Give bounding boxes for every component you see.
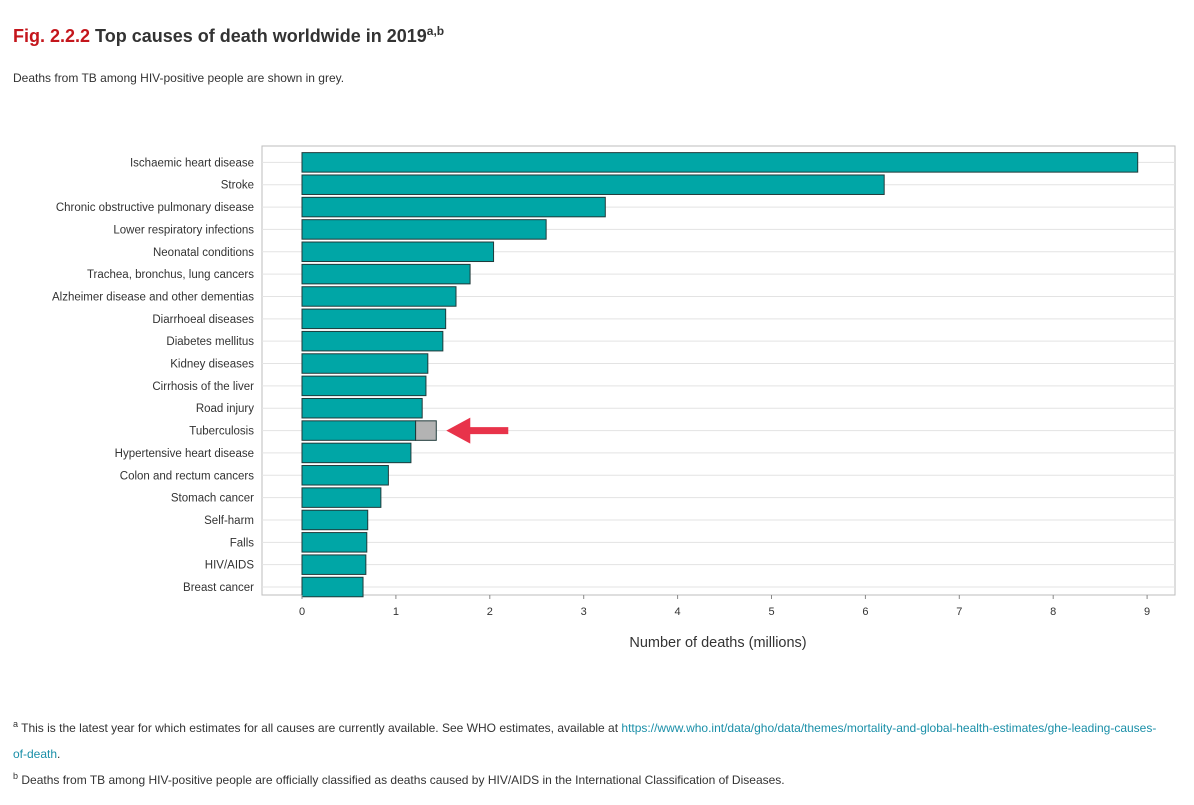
bar-hiv-positive-tb xyxy=(415,420,437,441)
x-tick-label: 8 xyxy=(1050,606,1056,618)
figure-number: Fig. 2.2.2 xyxy=(13,26,91,46)
category-label: Diarrhoeal diseases xyxy=(152,314,254,326)
x-axis-label: Number of deaths (millions) xyxy=(629,635,806,651)
category-label: HIV/AIDS xyxy=(205,560,255,572)
category-label: Stroke xyxy=(221,180,254,192)
category-label: Falls xyxy=(230,537,255,549)
figure-title: Fig. 2.2.2 Top causes of death worldwide… xyxy=(13,24,444,47)
category-label: Self-harm xyxy=(204,515,254,527)
bar xyxy=(301,241,495,263)
category-label: Stomach cancer xyxy=(171,493,254,505)
category-label: Road injury xyxy=(196,403,254,415)
x-tick-label: 7 xyxy=(956,606,962,618)
category-label: Ischaemic heart disease xyxy=(130,157,254,169)
x-tick-label: 3 xyxy=(581,606,587,618)
bar xyxy=(301,509,369,531)
bar xyxy=(301,152,1139,173)
bar xyxy=(301,330,444,352)
annotation-arrow-icon xyxy=(446,417,509,444)
bar xyxy=(301,532,368,553)
footnote-a-marker: a xyxy=(13,719,19,729)
category-label: Chronic obstructive pulmonary disease xyxy=(56,202,254,214)
bar xyxy=(301,353,429,374)
figure-subtitle: Deaths from TB among HIV-positive people… xyxy=(13,71,345,85)
category-label: Trachea, bronchus, lung cancers xyxy=(87,269,254,281)
x-tick-label: 5 xyxy=(768,606,774,618)
bar xyxy=(301,554,367,575)
x-tick-label: 9 xyxy=(1144,606,1150,618)
category-label: Neonatal conditions xyxy=(153,247,254,259)
bar xyxy=(301,375,427,397)
arrow-head xyxy=(446,417,471,444)
footnote-b: b Deaths from TB among HIV-positive peop… xyxy=(13,763,1163,793)
category-label: Colon and rectum cancers xyxy=(120,470,254,482)
bar xyxy=(301,196,606,218)
category-label: Alzheimer disease and other dementias xyxy=(52,291,254,303)
footnote-a: a This is the latest year for which esti… xyxy=(13,711,1163,767)
x-tick-label: 6 xyxy=(862,606,868,618)
bar xyxy=(301,465,389,486)
figure-title-superscript: a,b xyxy=(426,24,445,38)
footnote-b-marker: b xyxy=(13,771,19,781)
x-tick-label: 1 xyxy=(393,606,399,618)
bar xyxy=(301,487,382,508)
bar xyxy=(301,397,423,419)
footnote-a-end: . xyxy=(57,747,61,761)
bar xyxy=(301,286,457,307)
category-label: Tuberculosis xyxy=(189,426,254,438)
bar xyxy=(301,442,412,464)
bar xyxy=(301,308,447,330)
bar xyxy=(301,263,471,285)
category-label: Breast cancer xyxy=(183,582,254,594)
bar xyxy=(301,174,885,195)
bar xyxy=(301,420,417,441)
x-tick-label: 0 xyxy=(299,606,305,618)
footnote-b-text: Deaths from TB among HIV-positive people… xyxy=(18,773,785,787)
bar-chart: Ischaemic heart disease Stroke Chronic obs… xyxy=(52,145,1176,651)
footnote-a-text: This is the latest year for which estima… xyxy=(18,721,622,735)
category-label: Cirrhosis of the liver xyxy=(152,381,254,393)
footnote-a-link[interactable]: https://www.who.int/data/gho/data/themes… xyxy=(13,721,1157,761)
x-tick-label: 2 xyxy=(487,606,493,618)
bar xyxy=(301,219,547,240)
category-label: Diabetes mellitus xyxy=(166,336,254,348)
x-tick-label: 4 xyxy=(675,606,681,618)
category-label: Lower respiratory infections xyxy=(113,224,254,236)
category-label: Hypertensive heart disease xyxy=(115,448,254,460)
category-label: Kidney diseases xyxy=(170,359,254,371)
bar xyxy=(301,576,364,598)
figure-title-text: Top causes of death worldwide in 2019 xyxy=(95,26,427,46)
